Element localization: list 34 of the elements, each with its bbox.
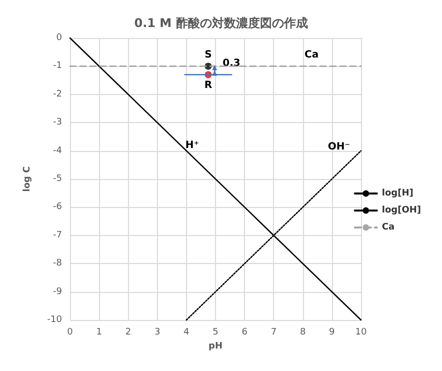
x-tick-label: 1 [96,328,102,338]
annotation: H⁺ [185,140,200,151]
x-tick-label: 8 [300,328,306,338]
annotation: 0.3 [222,58,240,70]
y-axis-title: log C [22,166,32,192]
annotation: Ca [304,50,319,61]
x-tick-label: 0 [67,328,74,338]
x-tick-label: 5 [212,328,218,338]
legend-label: log[OH] [382,206,422,216]
y-tick-label: -5 [53,174,62,184]
y-tick-label: -2 [53,89,62,100]
y-tick-label: -3 [53,118,62,128]
y-tick-label: -1 [53,61,62,72]
annotation: R [204,80,212,92]
y-tick-label: -7 [53,230,62,240]
x-tick-label: 4 [184,328,190,338]
x-tick-label: 10 [355,328,367,338]
x-tick-label: 2 [125,328,132,338]
x-tick-label: 3 [154,328,160,338]
x-tick-label: 6 [242,328,248,338]
y-tick-label: -8 [53,258,62,269]
annotation: S [204,50,212,61]
chart-title: 0.1 M 酢酸の対数濃度図の作成 [134,16,308,30]
legend-label: log[H] [382,188,414,198]
x-tick-label: 7 [270,328,277,338]
legend-label: Ca [382,222,395,232]
y-tick-label: -10 [47,315,62,325]
y-tick-label: -4 [53,146,62,156]
y-tick-label: -9 [53,286,62,297]
x-tick-label: 9 [329,328,336,338]
annotation: OH⁻ [328,141,350,152]
x-axis-title: pH [208,342,222,352]
y-tick-label: 0 [56,33,62,43]
y-tick-label: -6 [53,202,62,212]
